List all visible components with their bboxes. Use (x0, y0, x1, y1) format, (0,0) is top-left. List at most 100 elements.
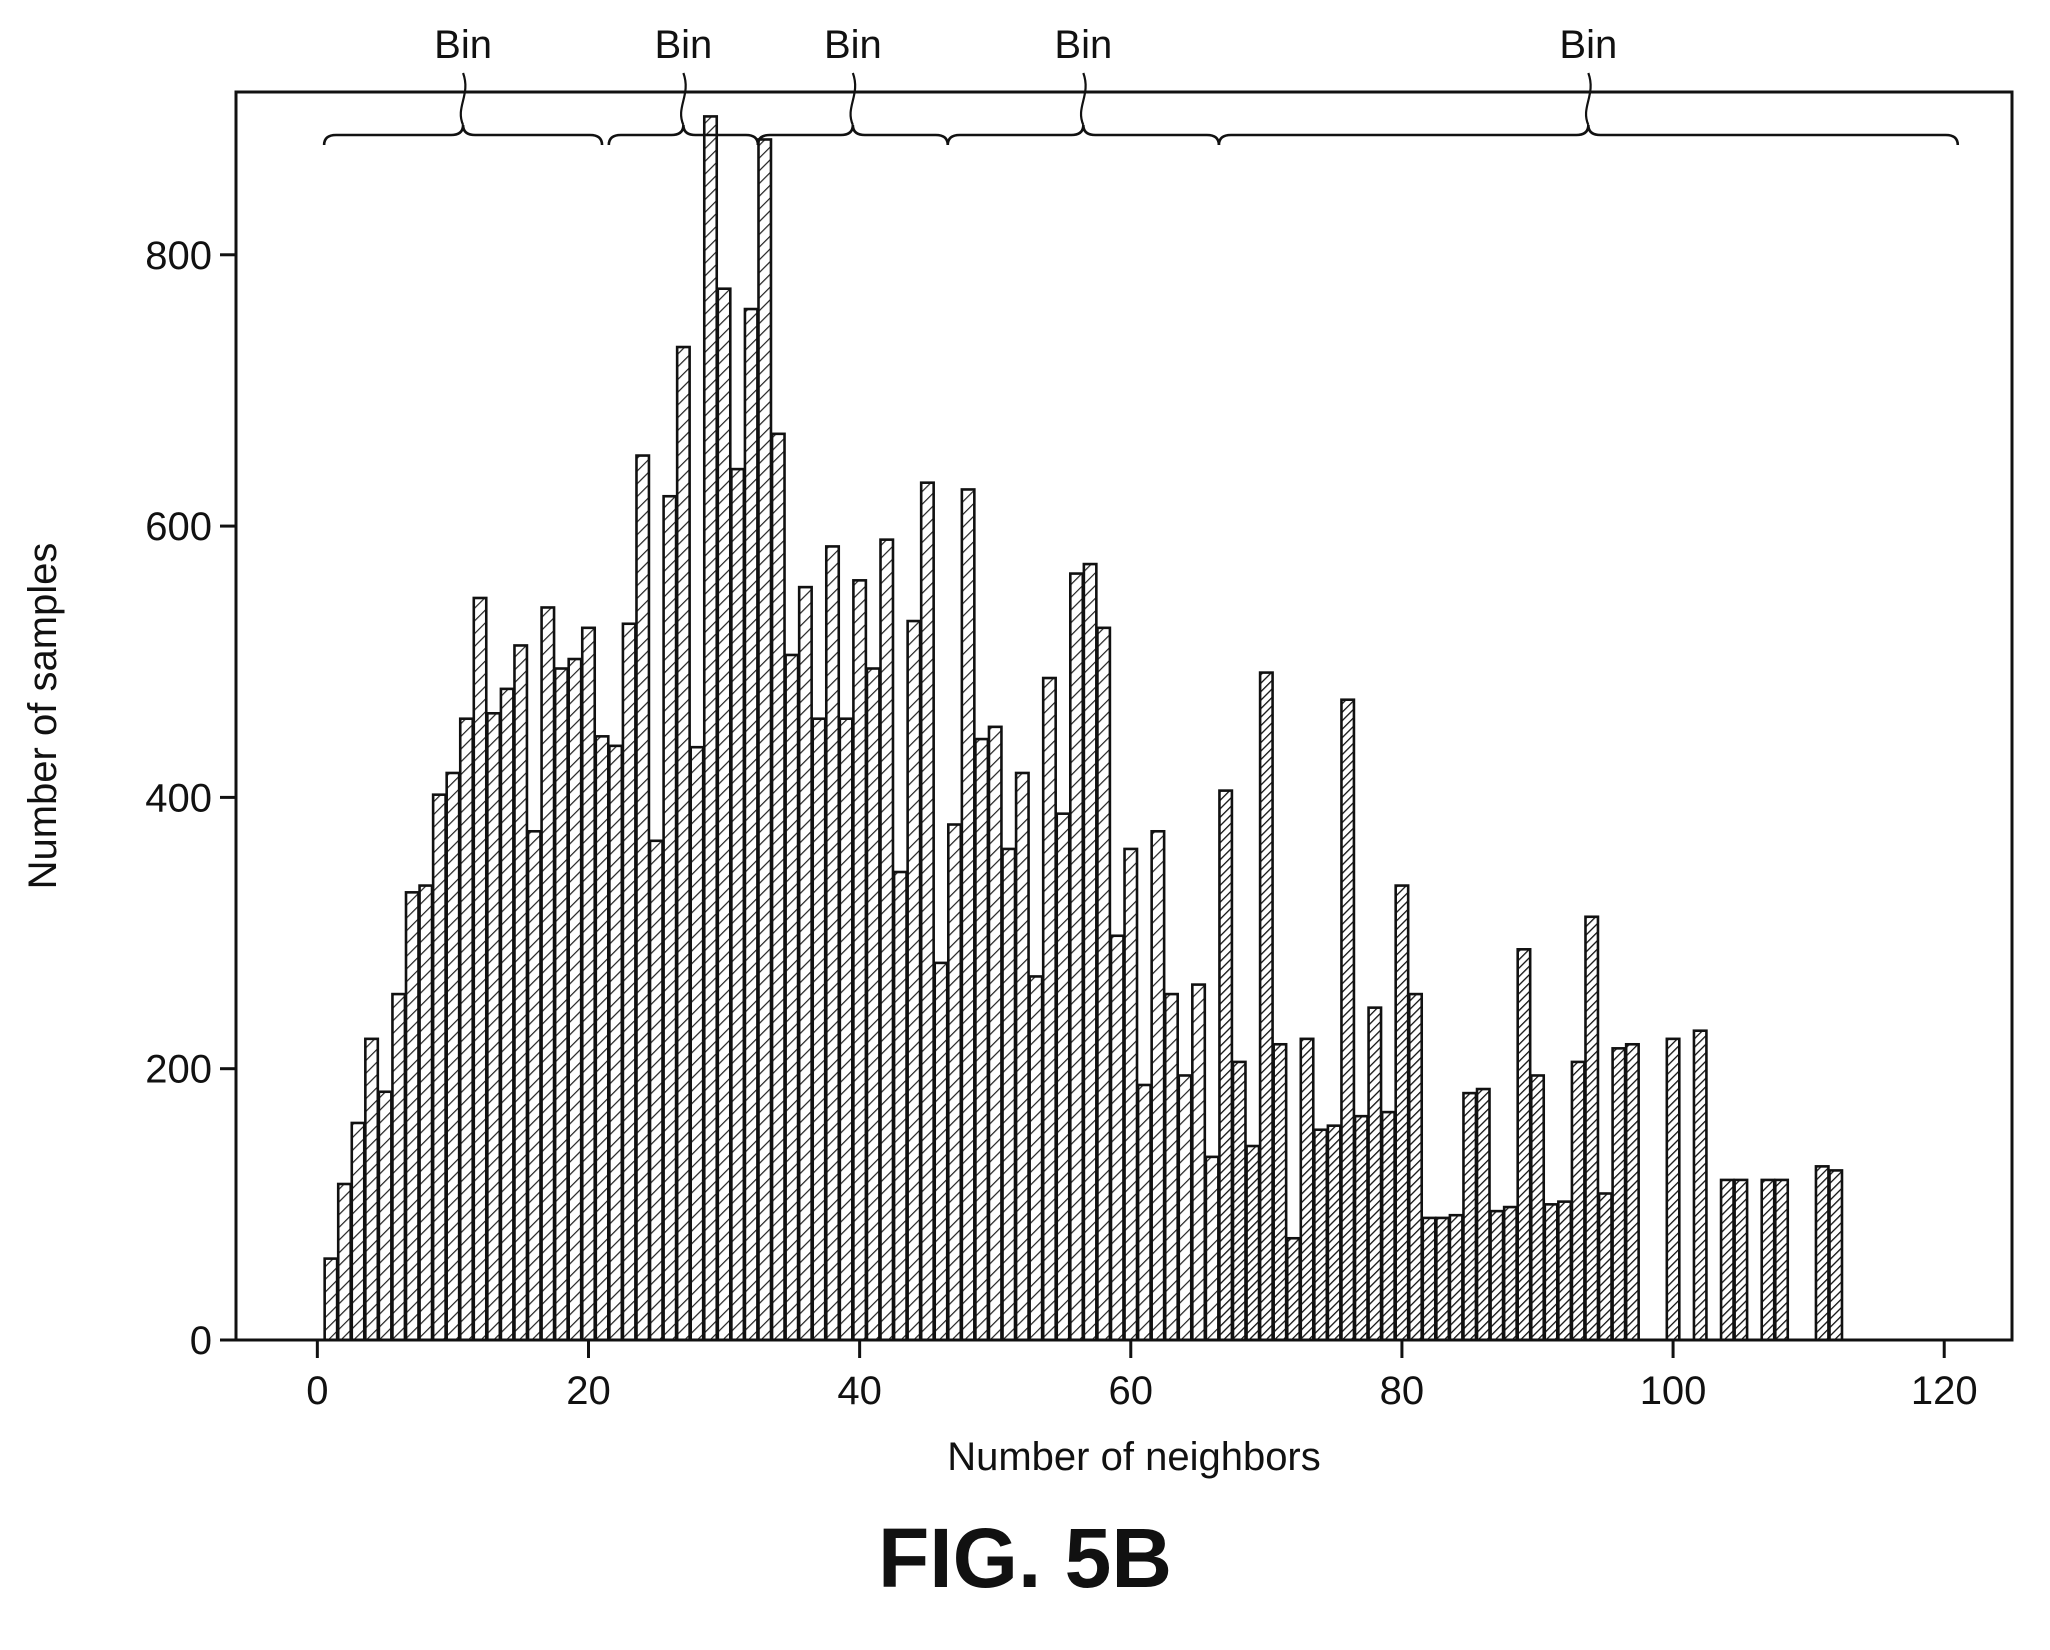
bin-bracket (1217, 124, 1960, 146)
bar (404, 891, 420, 1342)
bar (1123, 847, 1139, 1342)
bin-bracket (322, 124, 604, 146)
bar (1462, 1091, 1478, 1342)
bin-label: Bin (824, 23, 882, 67)
bar (499, 687, 515, 1342)
bar (1828, 1169, 1844, 1342)
y-axis: 0 200 400 600 800 (145, 234, 236, 1363)
bar (1218, 789, 1234, 1342)
bar (1502, 1205, 1518, 1342)
bar (1055, 812, 1071, 1342)
bar (431, 793, 447, 1342)
bar (567, 657, 583, 1342)
bar (1028, 975, 1044, 1342)
bar (1597, 1192, 1613, 1342)
bar (702, 115, 719, 1342)
bar (364, 1037, 380, 1342)
bar (1692, 1029, 1708, 1342)
bar (1245, 1144, 1261, 1342)
bin-bracket-connector (459, 72, 467, 126)
bar (1001, 847, 1017, 1342)
bar (1665, 1037, 1681, 1342)
bar (1557, 1200, 1573, 1342)
bar (906, 619, 922, 1342)
bar (323, 1257, 339, 1342)
bar (1367, 1006, 1383, 1342)
bar (486, 711, 502, 1342)
bin-bracket-connector (1584, 72, 1592, 126)
y-axis-title: Number of samples (21, 543, 65, 890)
bar (458, 717, 475, 1342)
bar (852, 579, 868, 1342)
bar (1191, 983, 1207, 1342)
bar (1231, 1060, 1247, 1342)
y-tick-label: 600 (145, 505, 212, 549)
x-tick-label: 0 (306, 1369, 328, 1413)
bar (743, 307, 759, 1342)
bar (377, 1090, 393, 1342)
bar (662, 494, 678, 1342)
bar (1814, 1165, 1830, 1342)
bin-bracket (946, 124, 1221, 146)
bar (1014, 771, 1030, 1342)
bar (974, 737, 990, 1342)
bar (960, 488, 976, 1342)
bar (1069, 572, 1085, 1342)
bar (1258, 671, 1274, 1342)
bar (933, 961, 949, 1342)
bar (1394, 884, 1410, 1342)
bar (797, 585, 813, 1342)
x-tick-label: 80 (1380, 1369, 1425, 1413)
figure-caption: FIG. 5B (877, 1511, 1173, 1605)
bar (689, 745, 705, 1342)
bar (1475, 1087, 1491, 1342)
bar (648, 839, 664, 1342)
bar (594, 735, 610, 1342)
bar (540, 606, 556, 1342)
x-tick-label: 100 (1640, 1369, 1707, 1413)
bar (445, 771, 461, 1342)
bar (987, 725, 1003, 1342)
bar (1096, 626, 1112, 1342)
bar (621, 622, 637, 1342)
bar (865, 667, 881, 1342)
bar (919, 481, 935, 1342)
bar (1407, 992, 1424, 1342)
bar (838, 717, 854, 1342)
bin-bracket (756, 124, 950, 146)
y-tick-label: 800 (145, 234, 212, 278)
bar (580, 626, 597, 1342)
bar (730, 467, 746, 1342)
bin-label: Bin (1054, 23, 1112, 67)
y-tick-label: 200 (145, 1048, 212, 1092)
bin-label: Bin (434, 23, 492, 67)
bar (1285, 1236, 1301, 1342)
bar (1435, 1216, 1451, 1342)
bar (1150, 829, 1166, 1342)
x-tick-label: 120 (1911, 1369, 1978, 1413)
x-tick-label: 60 (1109, 1369, 1154, 1413)
bar (1516, 948, 1532, 1342)
bar (1611, 1047, 1627, 1342)
bar (1136, 1083, 1152, 1342)
bin-bracket-connector (1079, 72, 1087, 126)
x-axis: 0 20 40 60 80 100 120 (222, 1338, 2012, 1413)
bar (824, 545, 841, 1342)
bar (635, 454, 651, 1342)
y-tick-label: 400 (145, 776, 212, 820)
x-axis-title: Number of neighbors (947, 1435, 1321, 1479)
bar (1529, 1074, 1546, 1342)
bar (608, 744, 624, 1342)
bar (1177, 1074, 1193, 1342)
bar (1326, 1124, 1342, 1342)
bin-bracket-connector (680, 72, 687, 126)
bar (1299, 1037, 1315, 1342)
bar (1340, 698, 1356, 1342)
x-tick-label: 20 (566, 1369, 611, 1413)
bars-group (323, 115, 1844, 1342)
bar (946, 823, 963, 1342)
bar (1421, 1216, 1437, 1342)
bin-label: Bin (654, 23, 712, 67)
bar (1380, 1110, 1396, 1342)
